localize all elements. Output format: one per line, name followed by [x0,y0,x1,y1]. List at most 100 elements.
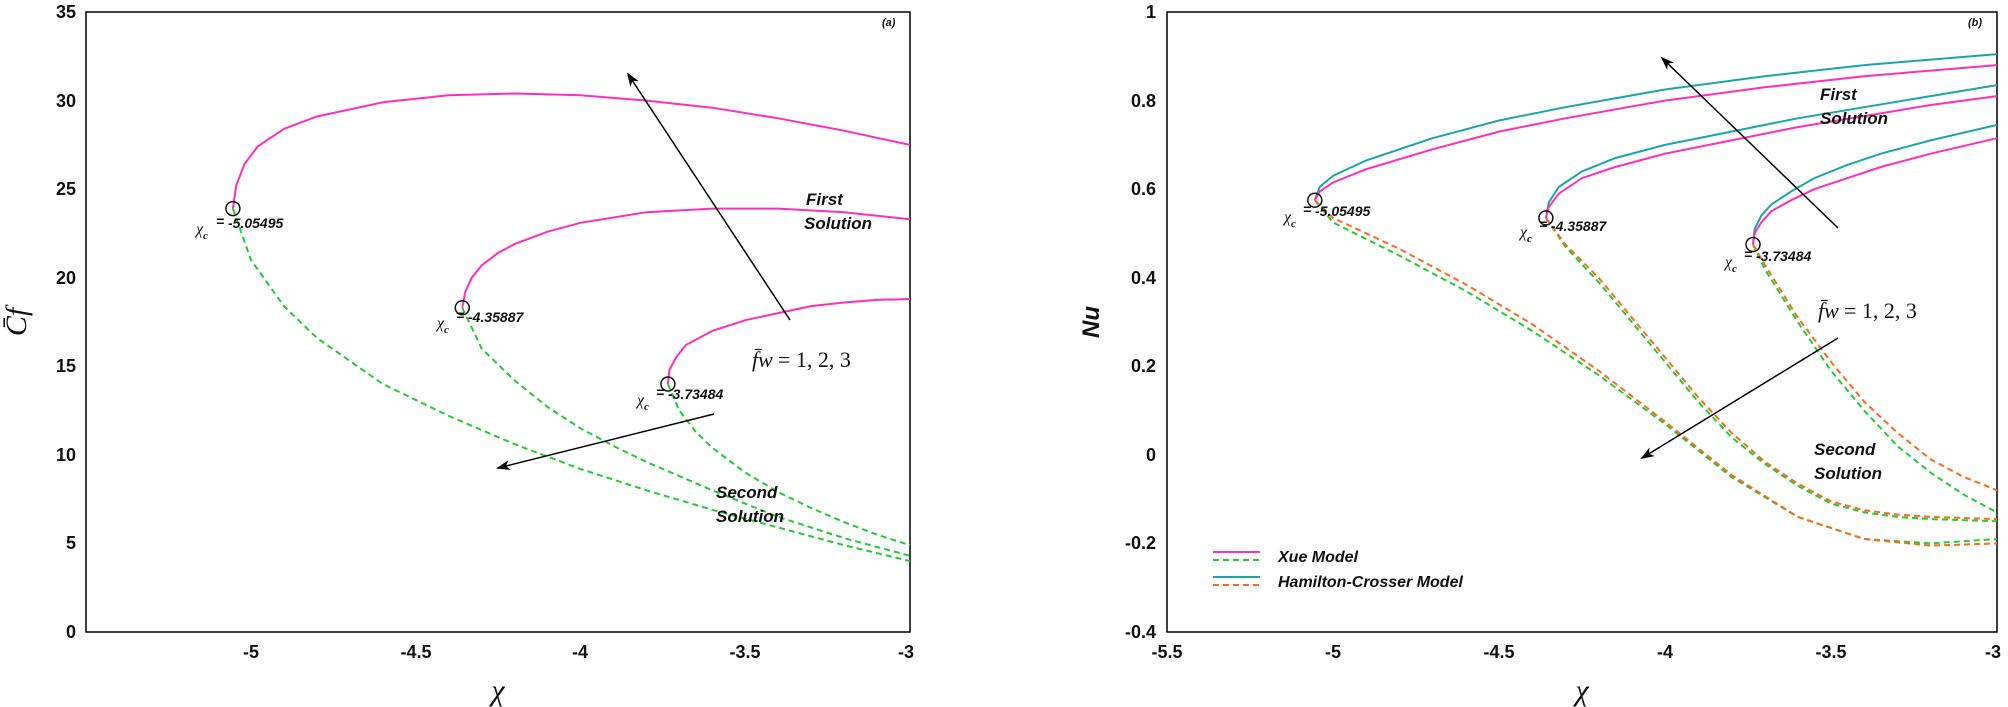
panel-a-ytick: 25 [56,179,76,199]
panel-b: (b) -0.4 -0.2 0 0.2 0.4 0.6 0.8 1 -5.5 -… [1078,2,2001,707]
panel-a-ytick: 5 [66,533,76,553]
equals-sign: = [1303,201,1311,217]
equals-sign: = [656,384,664,400]
panel-b-tag: (b) [1968,17,1982,29]
legend: Xue Model Hamilton-Crosser Model [1213,549,1463,591]
legend-label: Hamilton-Crosser Model [1278,574,1463,591]
panel-b-xtick: -4.5 [1483,642,1514,662]
panel-a-series-line-first-3 [666,298,911,385]
equals-sign: = [1539,216,1547,232]
panel-b-ytick: 0 [1146,445,1156,465]
second-solution-label: Second [1814,440,1876,459]
second-solution-label: Solution [716,507,784,526]
panel-b-ytick: 0.6 [1131,179,1156,199]
panel-b-curves [1313,53,1998,547]
panel-a-tag: (a) [882,17,896,29]
panel-a-axes-box [85,11,911,633]
panel-b-series-line-second-12 [1752,243,1998,492]
panel-b-critical-point-marker-3 [1745,236,1761,253]
panel-b-series-line-first-1 [1313,53,1998,201]
critical-value: -5.05495 [228,215,283,231]
panel-b-series-line-second-11 [1752,244,1998,514]
panel-b-ytick: -0.2 [1125,533,1156,553]
panel-a-ytick: 35 [56,2,76,22]
critical-value: -4.35887 [1551,218,1607,234]
panel-b-ytick: -0.4 [1125,622,1156,642]
panel-b-ytick: 0.4 [1131,268,1156,288]
panel-a: (a) 0 5 10 15 20 25 30 35 -5 -4.5 -4 -3.… [0,2,914,707]
decreasing-arrow [1640,337,1839,460]
critical-value: -5.05495 [1315,203,1370,219]
chi-c-symbol: χc [435,315,449,336]
panel-b-xtick: -3 [1985,642,2001,662]
panel-a-ytick: 30 [56,91,76,111]
panel-a-series-line-first-1 [231,92,911,209]
panel-b-series-line-second-9 [1545,217,1998,523]
panel-a-critical-point-marker-3 [660,376,676,392]
critical-value: -3.73484 [1756,248,1811,264]
panel-a-ylabel: C̄f [0,304,33,336]
legend-entry-hamilton-crosser: Hamilton-Crosser Model [1213,574,1463,591]
param-label: f̄w = 1, 2, 3 [1818,298,1917,323]
legend-label: Xue Model [1277,549,1359,566]
panel-b-xtick: -4 [1657,642,1673,662]
first-solution-label: Solution [1820,109,1888,128]
panel-b-critical-point-marker-1 [1307,192,1323,208]
panel-a-xlabel: χ [488,674,505,707]
panel-b-axes-box [1166,11,1998,633]
panel-a-ytick: 0 [66,622,76,642]
chi-c-symbol: χc [1282,209,1296,230]
chi-c-symbol: χc [635,392,649,413]
panel-b-ytick: 0.8 [1131,91,1156,111]
panel-b-xtick: -5.5 [1151,642,1182,662]
panel-b-critical-label: χc = -3.73484 [1723,246,1811,275]
first-solution-label: Solution [804,214,872,233]
panel-b-ytick: 0.2 [1131,356,1156,376]
panel-a-critical-label: χc = -4.35887 [435,307,524,336]
panel-a-markers [225,200,676,392]
panel-b-series-line-first-3 [1544,84,1998,219]
second-solution-label: Second [716,483,778,502]
param-values: = 1, 2, 3 [1844,298,1917,323]
panel-b-critical-label: χc = -5.05495 [1282,201,1370,230]
panel-b-ytick: 1 [1146,2,1156,22]
panel-a-critical-label: χc = -5.05495 [194,213,283,242]
increasing-arrow [1660,56,1839,229]
panel-b-series-line-first-2 [1313,64,1998,201]
panel-b-critical-label: χc = -4.35887 [1518,216,1607,245]
panel-a-xtick: -4 [572,642,588,662]
panel-b-series-line-first-4 [1544,95,1998,219]
param-symbol: f̄w [752,347,773,372]
panel-a-xtick: -3.5 [729,642,760,662]
chi-c-symbol: χc [194,221,208,242]
panel-a-critical-label: χc = -3.73484 [635,384,723,413]
first-solution-label: First [806,190,844,209]
panel-a-series-line-second-5 [461,307,911,557]
param-label: f̄w = 1, 2, 3 [752,347,851,372]
equals-sign: = [1744,246,1752,262]
legend-entry-xue: Xue Model [1213,549,1359,566]
param-values: = 1, 2, 3 [778,347,851,372]
panel-a-critical-point-marker-1 [225,200,241,217]
panel-a-curves [231,92,911,563]
equals-sign: = [216,213,224,229]
panel-b-series-line-second-7 [1314,199,1998,545]
panel-b-ylabel: Nu [1078,306,1105,338]
panel-a-ytick: 10 [56,445,76,465]
panel-b-xtick: -3.5 [1815,642,1846,662]
panel-a-ytick: 20 [56,268,76,288]
chi-c-symbol: χc [1723,254,1737,275]
panel-a-xtick: -3 [898,642,914,662]
panel-b-series-line-second-8 [1314,199,1998,547]
panel-b-critical-point-marker-2 [1538,210,1554,226]
panel-b-xtick: -5 [1325,642,1341,662]
decreasing-arrow [496,413,715,470]
panel-a-series-line-first-2 [461,207,911,308]
panel-b-xlabel: χ [1572,674,1589,707]
equals-sign: = [456,307,464,323]
panel-b-series-line-first-5 [1752,123,1998,245]
panel-a-ytick: 15 [56,356,76,376]
increasing-arrow [626,72,791,321]
param-symbol: f̄w [1818,298,1839,323]
